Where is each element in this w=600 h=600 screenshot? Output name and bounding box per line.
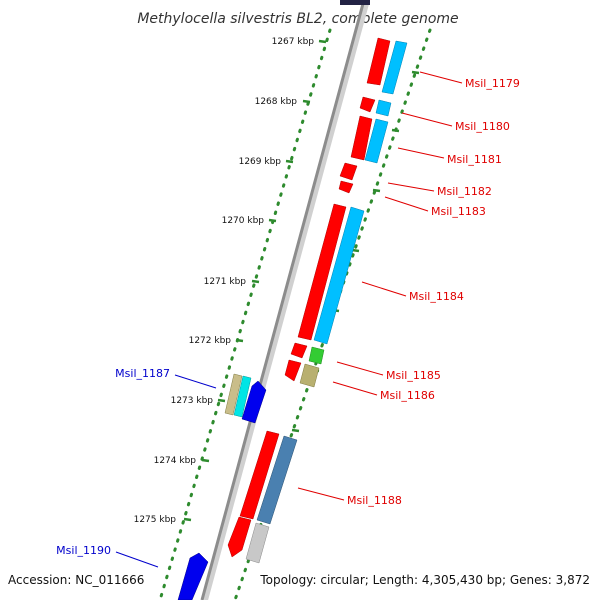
tick-label: 1275 kbp (134, 515, 177, 525)
cds-feature-msil-1186[interactable] (299, 363, 320, 388)
tick-label: 1273 kbp (171, 396, 214, 406)
leader-line (297, 487, 345, 501)
gene-feature-msil-1187[interactable] (224, 373, 243, 416)
cds-feature-msil-1185[interactable] (308, 346, 325, 365)
gene-label-msil-1181[interactable]: Msil_1181 (447, 153, 502, 166)
leader-line (387, 182, 435, 192)
gene-feature-layer (177, 37, 408, 600)
dotted-ruler-left (158, 28, 332, 600)
tick-label: 1268 kbp (255, 97, 298, 107)
gene-label-msil-1183[interactable]: Msil_1183 (431, 205, 486, 218)
tick-1270: 1270 kbp (222, 216, 277, 226)
cds-feature-msil-1187[interactable] (233, 375, 252, 418)
gene-label-msil-1182[interactable]: Msil_1182 (437, 185, 492, 198)
tick-label: 1272 kbp (189, 336, 232, 346)
tick-label: 1274 kbp (154, 456, 197, 466)
tick-1272: 1272 kbp (189, 336, 244, 346)
gene-feature-msil-1188[interactable] (239, 430, 280, 520)
tick-label: 1267 kbp (272, 37, 315, 47)
tick-1267: 1267 kbp (272, 37, 327, 47)
cds-feature-msil-1188[interactable] (256, 435, 298, 525)
leader-line (401, 112, 453, 127)
gene-feature-msil-1190[interactable] (177, 552, 209, 600)
gene-label-msil-1187[interactable]: Msil_1187 (115, 367, 170, 380)
right-tick-mark (411, 70, 420, 75)
cds-feature-msil-1189[interactable] (245, 522, 270, 564)
leader-line (397, 147, 445, 159)
tick-label: 1270 kbp (222, 216, 265, 226)
genome-summary-text: Topology: circular; Length: 4,305,430 bp… (260, 573, 590, 587)
gene-label-msil-1184[interactable]: Msil_1184 (409, 290, 464, 303)
gene-feature-msil-1180[interactable] (359, 96, 376, 113)
leader-line (361, 281, 407, 297)
leader-line (384, 196, 429, 212)
gene-label-msil-1188[interactable]: Msil_1188 (347, 494, 402, 507)
right-tick-mark (372, 188, 381, 193)
tick-1269: 1269 kbp (239, 157, 294, 167)
top-edge-feature (340, 0, 370, 5)
leader-lines (115, 71, 463, 568)
leader-line (336, 361, 384, 376)
gene-label-msil-1179[interactable]: Msil_1179 (465, 77, 520, 90)
gene-feature-msil-1184[interactable] (297, 203, 347, 341)
gene-feature-msil-1179[interactable] (366, 37, 391, 86)
gene-feature-msil-1182[interactable] (339, 162, 358, 181)
right-tick-mark (291, 428, 300, 433)
cds-feature-msil-1181[interactable] (364, 118, 389, 164)
genome-backbone (200, 0, 366, 600)
right-tick-mark (391, 128, 400, 133)
gene-label-msil-1190[interactable]: Msil_1190 (56, 544, 111, 557)
cds-feature-msil-1184[interactable] (313, 206, 365, 345)
map-title: Methylocella silvestris BL2, complete ge… (137, 11, 458, 27)
leader-line-left (115, 551, 159, 568)
backbone-shadow (202, 0, 370, 600)
gene-label-msil-1180[interactable]: Msil_1180 (455, 120, 510, 133)
tick-1275: 1275 kbp (134, 515, 192, 525)
leader-line (419, 71, 463, 84)
tick-label: 1269 kbp (239, 157, 282, 167)
gene-feature-msil-1189[interactable] (227, 516, 252, 558)
accession-text: Accession: NC_011666 (8, 573, 145, 587)
tick-1268: 1268 kbp (255, 97, 311, 107)
gene-feature-msil-1185[interactable] (290, 342, 308, 359)
gene-feature-msil-1183[interactable] (338, 180, 354, 194)
tick-1274: 1274 kbp (154, 456, 210, 466)
gene-feature-msil-1186[interactable] (284, 359, 302, 382)
leader-line (332, 381, 378, 396)
cds-feature-msil-1180[interactable] (375, 99, 392, 117)
gene-feature-msil-1187-b[interactable] (241, 380, 267, 424)
tick-1273: 1273 kbp (171, 396, 226, 406)
gene-label-msil-1186[interactable]: Msil_1186 (380, 389, 435, 402)
tick-1271: 1271 kbp (204, 277, 260, 287)
leader-line-left (174, 374, 217, 389)
gene-feature-msil-1181[interactable] (350, 115, 373, 161)
tick-label: 1271 kbp (204, 277, 247, 287)
cds-feature-msil-1179[interactable] (381, 40, 408, 95)
gene-labels: Msil_1179 Msil_1180 Msil_1181 Msil_1182 … (56, 77, 520, 557)
gene-label-msil-1185[interactable]: Msil_1185 (386, 369, 441, 382)
